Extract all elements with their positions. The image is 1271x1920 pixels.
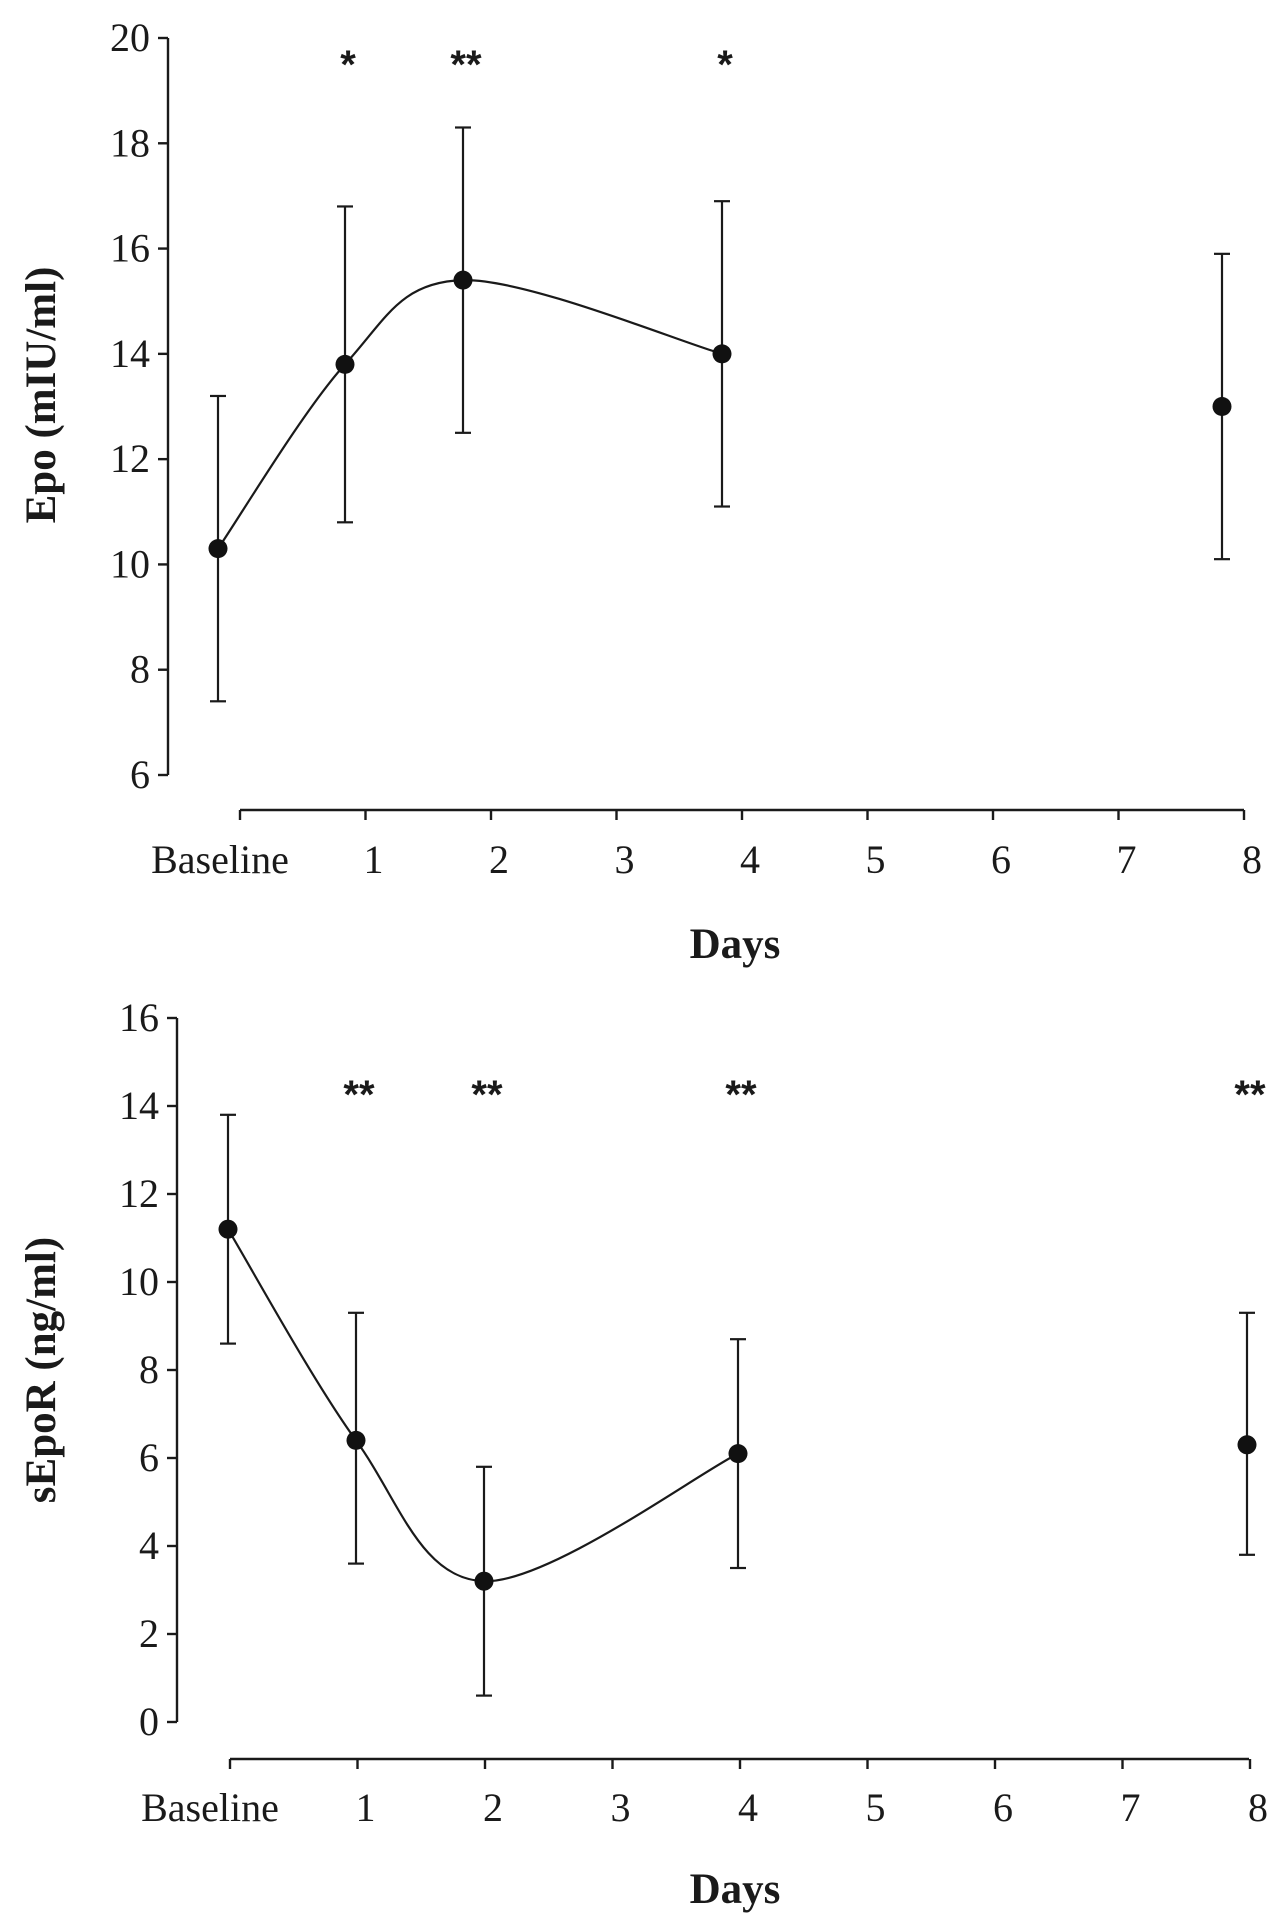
data-point — [346, 1430, 366, 1450]
data-point — [335, 354, 355, 374]
x-tick-label: 1 — [356, 1785, 376, 1830]
y-ticks: 0 2 4 6 8 10 12 14 16 — [119, 995, 177, 1744]
significance-label: * — [717, 43, 733, 87]
data-point — [728, 1444, 748, 1464]
y-tick-label: 16 — [119, 995, 159, 1040]
y-axis-title: Epo (mIU/ml) — [18, 267, 65, 524]
y-tick-label: 6 — [130, 752, 150, 797]
y-tick-label: 20 — [110, 15, 150, 60]
x-tick-label: 7 — [1117, 837, 1137, 882]
x-ticks: Baseline 1 2 3 4 5 6 7 8 — [151, 810, 1262, 882]
significance-label: ** — [725, 1073, 757, 1117]
y-tick-label: 16 — [110, 226, 150, 271]
y-tick-label: 4 — [139, 1523, 159, 1568]
x-tick-label: 6 — [991, 837, 1011, 882]
data-point — [712, 344, 732, 364]
x-ticks: Baseline 1 2 3 4 5 6 7 8 — [141, 1759, 1268, 1830]
y-tick-label: 2 — [139, 1611, 159, 1656]
significance-label: * — [340, 43, 356, 87]
x-tick-label: 4 — [740, 837, 760, 882]
x-tick-label: 2 — [489, 837, 509, 882]
y-tick-label: 8 — [139, 1347, 159, 1392]
x-tick-label: 8 — [1242, 837, 1262, 882]
x-tick-label: 5 — [866, 837, 886, 882]
y-axis-title: sEpoR (ng/ml) — [18, 1237, 65, 1503]
y-tick-label: 12 — [119, 1171, 159, 1216]
x-tick-label: 8 — [1248, 1785, 1268, 1830]
x-tick-label: 6 — [993, 1785, 1013, 1830]
significance-label: ** — [471, 1073, 503, 1117]
data-point — [1237, 1435, 1257, 1455]
y-tick-label: 18 — [110, 120, 150, 165]
x-tick-label: Baseline — [151, 837, 289, 882]
x-tick-label: 2 — [483, 1785, 503, 1830]
data-point — [1212, 397, 1232, 416]
series-line — [217, 279, 723, 550]
x-axis-title: Days — [690, 1866, 781, 1913]
x-tick-label: 3 — [611, 1785, 631, 1830]
x-tick-label: 3 — [615, 837, 635, 882]
y-tick-label: 14 — [110, 331, 150, 376]
significance-label: ** — [1234, 1073, 1266, 1117]
data-point — [474, 1571, 494, 1591]
data-point — [218, 1219, 238, 1239]
series-line — [227, 1228, 739, 1583]
x-tick-label: 5 — [866, 1785, 886, 1830]
y-ticks: 6 8 10 12 14 16 18 20 — [110, 15, 168, 797]
significance-label: ** — [343, 1073, 375, 1117]
y-tick-label: 14 — [119, 1083, 159, 1128]
y-tick-label: 6 — [139, 1435, 159, 1480]
x-tick-label: 4 — [738, 1785, 758, 1830]
significance-label: ** — [450, 43, 482, 87]
data-point — [208, 539, 228, 559]
series: * ** * — [208, 43, 1232, 703]
x-tick-label: 7 — [1121, 1785, 1141, 1830]
y-tick-label: 0 — [139, 1699, 159, 1744]
y-tick-label: 8 — [130, 647, 150, 692]
y-tick-label: 10 — [110, 541, 150, 586]
data-point — [453, 270, 473, 290]
x-tick-label: Baseline — [141, 1785, 279, 1830]
series: ** ** ** ** — [218, 1073, 1266, 1697]
y-tick-label: 12 — [110, 436, 150, 481]
x-tick-label: 1 — [364, 837, 384, 882]
x-axis-title: Days — [690, 921, 781, 968]
y-tick-label: 10 — [119, 1259, 159, 1304]
